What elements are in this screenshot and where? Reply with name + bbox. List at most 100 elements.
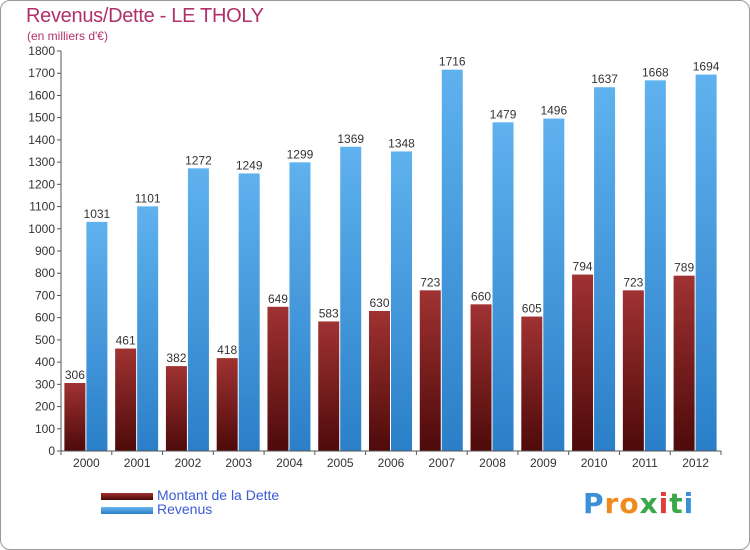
data-label-revenus: 1694 — [693, 60, 720, 74]
x-tick-label: 2008 — [479, 456, 506, 470]
logo-letter: P — [583, 487, 605, 520]
y-tick-label: 1300 — [28, 155, 55, 169]
x-tick-label: 2002 — [175, 456, 202, 470]
data-label-revenus: 1031 — [84, 207, 111, 221]
bars: 306 1031 461 1101 382 1272 418 1249 649 1299 583 13… — [64, 55, 720, 452]
logo-letter: o — [619, 487, 640, 520]
y-tick-label: 1000 — [28, 222, 55, 236]
data-label-debt: 649 — [268, 292, 288, 306]
y-tick-label: 1200 — [28, 177, 55, 191]
y-tick-label: 1800 — [28, 44, 55, 58]
bar-debt — [369, 311, 390, 451]
logo-letter: t — [669, 487, 684, 520]
logo-letter: i — [683, 487, 695, 520]
data-label-debt: 418 — [217, 343, 237, 357]
data-label-revenus: 1348 — [388, 136, 415, 150]
x-tick-label: 2006 — [378, 456, 405, 470]
bar-revenus — [441, 69, 463, 452]
legend-swatch-revenus — [101, 507, 153, 514]
chart-subtitle: (en milliers d'€) — [27, 29, 108, 43]
y-tick-label: 700 — [35, 288, 55, 302]
bar-revenus — [644, 80, 666, 451]
data-label-revenus: 1716 — [439, 55, 466, 69]
legend-swatch-dette — [101, 493, 153, 500]
data-label-debt: 630 — [369, 296, 389, 310]
bar-revenus — [594, 87, 616, 451]
logo-letter: i — [658, 487, 670, 520]
data-label-revenus: 1668 — [642, 65, 669, 79]
y-tick-label: 800 — [35, 266, 55, 280]
y-tick-label: 0 — [48, 444, 55, 458]
x-tick-label: 2001 — [124, 456, 151, 470]
y-tick-label: 100 — [35, 422, 55, 436]
data-label-revenus: 1479 — [490, 107, 517, 121]
x-tick-label: 2003 — [225, 456, 252, 470]
data-label-revenus: 1249 — [236, 158, 263, 172]
data-label-debt: 382 — [166, 351, 186, 365]
data-label-debt: 794 — [573, 260, 593, 274]
x-tick-label: 2004 — [276, 456, 303, 470]
bar-debt — [673, 275, 695, 451]
bar-debt — [419, 290, 441, 451]
bar-debt — [470, 304, 492, 451]
data-label-debt: 789 — [674, 261, 694, 275]
bar-revenus — [492, 122, 514, 451]
bar-debt — [318, 321, 340, 451]
y-tick-label: 400 — [35, 355, 55, 369]
x-tick-label: 2012 — [682, 456, 709, 470]
data-label-revenus: 1272 — [185, 153, 212, 167]
bar-debt — [521, 316, 543, 451]
y-axis: 0 100 200 300 400 500 600 700 800 900 1000 1100 1200… — [28, 44, 62, 458]
x-tick-label: 2000 — [73, 456, 100, 470]
y-tick-label: 1600 — [28, 88, 55, 102]
data-label-revenus: 1637 — [591, 72, 618, 86]
data-label-debt: 461 — [116, 334, 136, 348]
bar-debt — [572, 274, 594, 451]
bar-debt — [622, 290, 644, 451]
y-tick-label: 500 — [35, 333, 55, 347]
logo-letter: r — [604, 487, 620, 520]
data-label-revenus: 1101 — [135, 191, 161, 205]
bar-debt — [64, 383, 86, 451]
chart-title: Revenus/Dette - LE THOLY — [26, 5, 264, 27]
y-tick-label: 1500 — [28, 111, 55, 125]
x-axis: 2000 2001 2002 2003 2004 2005 2006 2007 2008 2009… — [60, 450, 722, 470]
data-label-debt: 723 — [623, 275, 643, 289]
data-label-debt: 583 — [319, 306, 339, 320]
bar-debt — [216, 358, 238, 451]
x-tick-label: 2009 — [530, 456, 557, 470]
x-tick-label: 2011 — [632, 456, 658, 470]
bar-revenus — [391, 151, 412, 451]
y-tick-label: 300 — [35, 377, 55, 391]
bar-debt — [115, 348, 137, 451]
bar-revenus — [86, 221, 108, 451]
legend-label-dette: Montant de la Dette — [157, 487, 280, 503]
x-tick-label: 2010 — [581, 456, 608, 470]
data-label-revenus: 1299 — [287, 147, 314, 161]
y-tick-label: 1400 — [28, 133, 55, 147]
y-tick-label: 600 — [35, 311, 55, 325]
bar-revenus — [289, 162, 311, 452]
bar-revenus — [543, 118, 565, 452]
data-label-revenus: 1496 — [540, 104, 567, 118]
bar-debt — [165, 366, 187, 451]
bar-revenus — [137, 206, 159, 451]
bar-debt — [267, 306, 289, 451]
data-label-revenus: 1369 — [337, 132, 364, 146]
proxiti-logo: Proxiti — [583, 487, 694, 520]
data-label-debt: 605 — [522, 302, 542, 316]
bar-revenus — [238, 173, 260, 451]
x-tick-label: 2007 — [428, 456, 455, 470]
y-tick-label: 200 — [35, 400, 55, 414]
data-label-debt: 660 — [471, 289, 491, 303]
logo-letter: x — [639, 487, 659, 520]
x-tick-label: 2005 — [327, 456, 354, 470]
data-label-debt: 306 — [65, 368, 85, 382]
y-tick-label: 1100 — [29, 200, 55, 214]
bar-revenus — [695, 74, 717, 452]
legend-label-revenus: Revenus — [157, 501, 213, 517]
bar-revenus — [340, 146, 362, 451]
y-tick-label: 1700 — [28, 66, 55, 80]
